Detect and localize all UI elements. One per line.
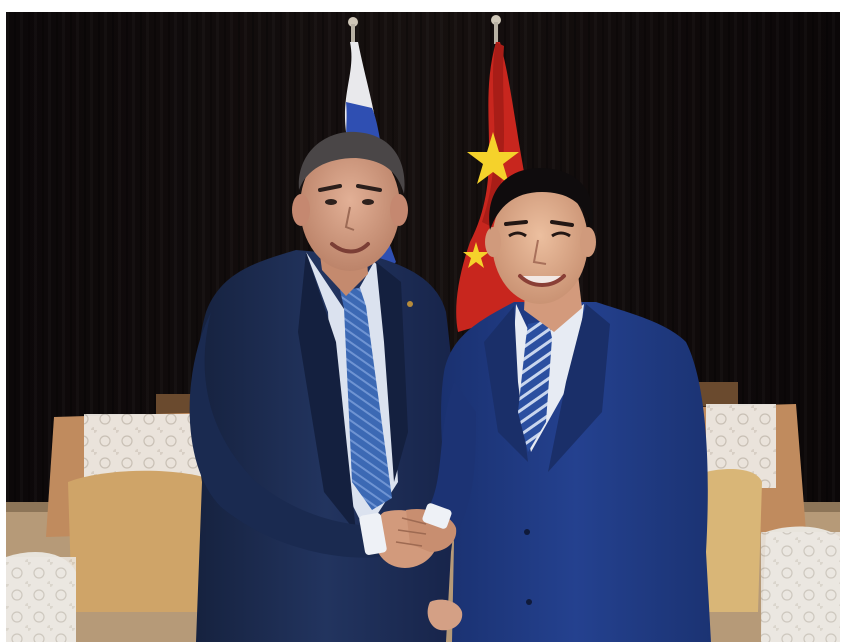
sofa-left xyxy=(6,394,221,642)
photo-scene xyxy=(6,12,840,642)
handshake xyxy=(359,503,457,568)
hand-lower-left xyxy=(427,599,463,631)
photo-frame xyxy=(6,12,840,642)
person-right xyxy=(416,167,711,642)
sofa-right xyxy=(694,382,840,642)
flag-star-large xyxy=(467,132,519,184)
